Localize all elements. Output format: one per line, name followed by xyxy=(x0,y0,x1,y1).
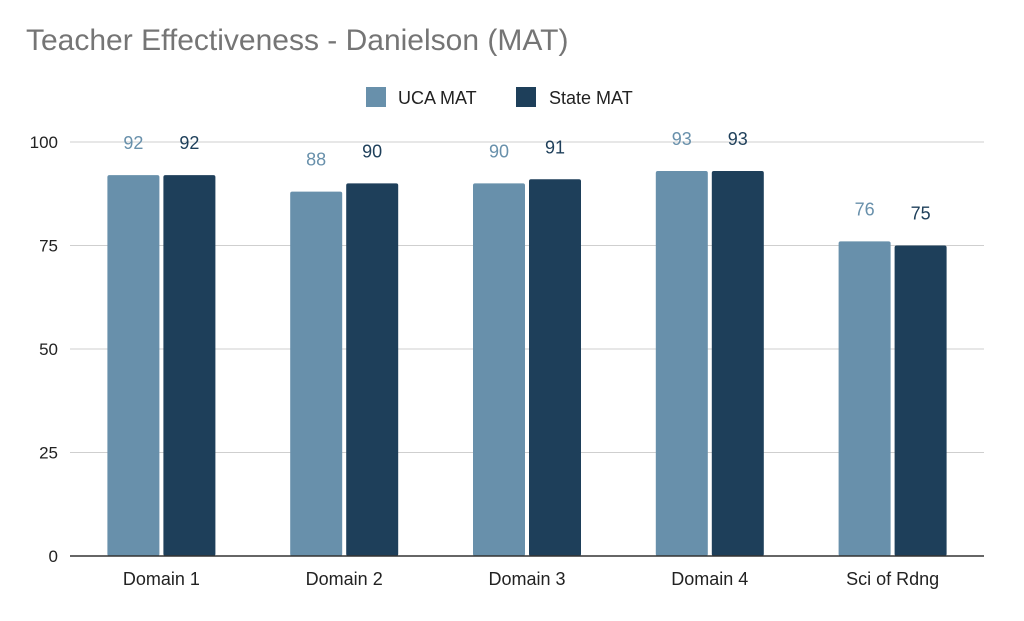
y-tick-label: 25 xyxy=(39,444,58,463)
legend-swatch xyxy=(516,87,536,107)
x-axis-categories: Domain 1 Domain 2 Domain 3 Domain 4 Sci of R… xyxy=(123,569,939,589)
x-category-label: Domain 4 xyxy=(671,569,748,589)
legend-swatch xyxy=(366,87,386,107)
bar-state-mat xyxy=(711,170,764,557)
x-category-label: Domain 2 xyxy=(306,569,383,589)
y-tick-label: 100 xyxy=(30,133,58,152)
data-label: 75 xyxy=(911,204,931,224)
gridlines xyxy=(70,141,984,453)
data-label: 91 xyxy=(545,137,565,157)
bar-state-mat xyxy=(163,175,216,556)
bar-state-mat xyxy=(894,245,947,556)
y-axis-ticks: 0 25 50 75 100 xyxy=(30,133,58,566)
bar-uca-mat xyxy=(473,183,525,556)
bar-uca-mat xyxy=(107,175,160,556)
bar-uca-mat xyxy=(838,241,891,557)
data-label: 92 xyxy=(179,133,199,153)
y-tick-label: 75 xyxy=(39,237,58,256)
data-label: 90 xyxy=(362,141,382,161)
data-label: 93 xyxy=(672,129,692,149)
bar-uca-mat xyxy=(655,170,708,557)
x-category-label: Domain 1 xyxy=(123,569,200,589)
bar-uca-mat xyxy=(290,191,343,556)
chart-title: Teacher Effectiveness - Danielson (MAT) xyxy=(26,24,569,57)
data-label: 92 xyxy=(123,133,143,153)
legend-label: UCA MAT xyxy=(398,88,477,108)
legend-label: State MAT xyxy=(549,88,633,108)
bar-state-mat xyxy=(529,179,581,556)
y-tick-label: 50 xyxy=(39,340,58,359)
data-label: 93 xyxy=(728,129,748,149)
data-labels: 92 92 88 90 90 91 93 93 76 75 xyxy=(123,129,930,224)
bars xyxy=(107,170,947,557)
data-label: 88 xyxy=(306,150,326,170)
legend: UCA MAT State MAT xyxy=(366,87,633,108)
y-tick-label: 0 xyxy=(49,547,58,566)
data-label: 76 xyxy=(855,199,875,219)
data-label: 90 xyxy=(489,141,509,161)
bar-state-mat xyxy=(346,183,399,556)
x-category-label: Sci of Rdng xyxy=(846,569,939,589)
x-category-label: Domain 3 xyxy=(488,569,565,589)
